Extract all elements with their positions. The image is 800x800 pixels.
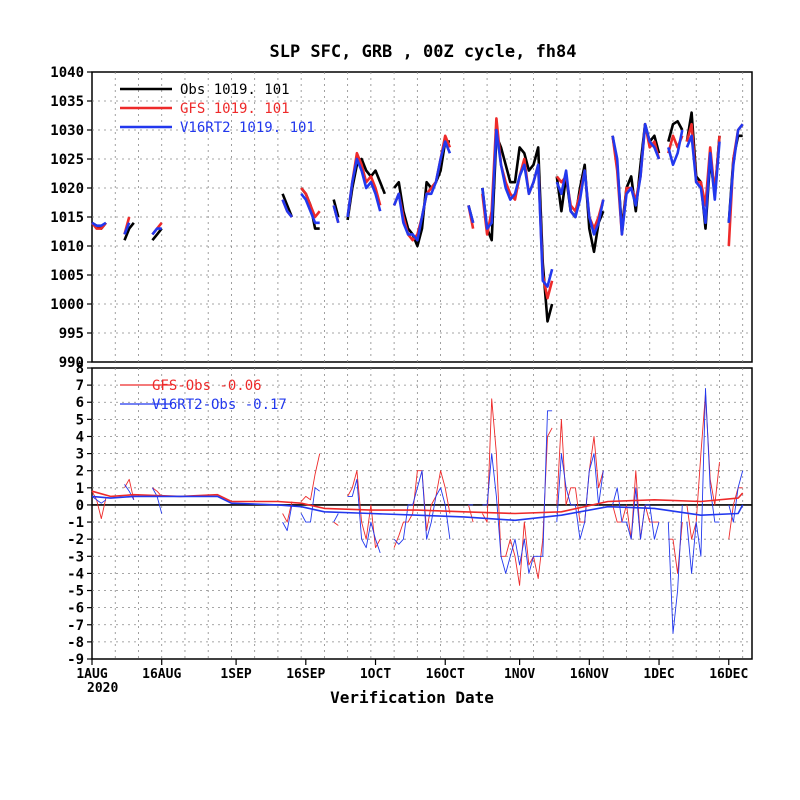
x-tick-label: 1AUG [76, 667, 107, 682]
legend-label: GFS 1019. 101 [180, 101, 290, 117]
series-line-gfs-obs [152, 487, 163, 497]
series-line-obs [332, 199, 340, 218]
series-line-v16rt2-obs [482, 410, 553, 574]
y-tick-label: -7 [67, 618, 84, 634]
y-tick-label: 990 [59, 355, 84, 371]
y-tick-label: 1 [76, 481, 84, 497]
legend-label: GFS-Obs -0.06 [152, 378, 262, 394]
y-tick-label: 1015 [50, 210, 84, 226]
series-line-v16rt2 [727, 123, 744, 223]
series-line-v16rt2-obs [300, 487, 320, 523]
y-tick-label: 4 [76, 429, 84, 445]
series-line-gfs-obs [468, 504, 474, 523]
x-axis: 1AUG 16AUG 1SEP 16SEP 1OCT 16OCT 1NOV 16NOV 1DEC… [76, 659, 748, 682]
x-tick-label: 16SEP [286, 667, 325, 682]
y-tick-label: 2 [76, 464, 84, 480]
y-tick-label: 5 [76, 412, 84, 428]
x-axis-label: Verification Date [330, 688, 494, 707]
series-line-gfs-obs [300, 453, 321, 502]
y-tick-label: 1010 [50, 239, 84, 255]
series-line-gfs-obs [124, 478, 135, 500]
series-line-v16rt2-obs-mean [91, 495, 744, 522]
y-tick-label: 1000 [50, 297, 84, 313]
series-line-v16rt2-obs [282, 504, 293, 532]
x-tick-label: 16NOV [570, 667, 609, 682]
y-tick-label: 0 [76, 498, 84, 514]
series-line-v16rt2 [685, 134, 721, 225]
series-line-obs [667, 120, 684, 142]
series-line-obs [123, 221, 135, 241]
series-line-v16rt2 [481, 128, 554, 288]
y-tick-label: 1005 [50, 268, 84, 284]
series-line-v16rt2-obs [612, 487, 660, 540]
x-tick-label: 1DEC [643, 667, 674, 682]
series-line-v16rt2-obs [686, 388, 720, 574]
x-tick-label: 1NOV [504, 667, 535, 682]
series-line-v16rt2 [392, 140, 452, 242]
series-line-gfs [300, 187, 321, 219]
y-tick-label: 3 [76, 447, 84, 463]
y-tick-label: 6 [76, 395, 84, 411]
y-tick-label: -5 [67, 584, 84, 600]
series-line-v16rt2 [332, 205, 340, 224]
legend-label: V16RT2 1019. 101 [180, 120, 315, 136]
x-tick-label: 1SEP [220, 667, 251, 682]
y-tick-label: -8 [67, 635, 84, 651]
y-tick-label: 7 [76, 378, 84, 394]
series-line-v16rt2-obs [333, 513, 339, 523]
series-line-v16rt2 [555, 169, 605, 236]
series-line-v16rt2-obs [667, 504, 683, 634]
series-line-v16rt2 [123, 222, 131, 235]
y-tick-label: -1 [67, 515, 84, 531]
plot-frame [91, 367, 753, 660]
series-line-v16rt2-obs [91, 496, 107, 504]
series-line-gfs-obs [347, 470, 381, 549]
x-tick-label: 16OCT [426, 667, 465, 682]
x-tick-label: 16AUG [142, 667, 181, 682]
series-line-v16rt2 [91, 221, 107, 227]
series-line-v16rt2-obs [393, 470, 451, 545]
series-line-obs [151, 227, 163, 242]
series-line-v16rt2-obs [556, 453, 604, 540]
y-tick-label: 1025 [50, 152, 84, 168]
series-line-gfs-obs [612, 470, 659, 540]
y-tick-label: -4 [67, 566, 84, 582]
y-tick-label: 1040 [50, 65, 84, 81]
y-tick-label: 1020 [50, 181, 84, 197]
y-tick-label: 1035 [50, 94, 84, 110]
legend-label: V16RT2-Obs -0.17 [152, 397, 287, 413]
series-line-gfs-obs [333, 521, 339, 526]
series-line-gfs-obs [91, 490, 107, 520]
y-tick-label: 8 [76, 361, 84, 377]
chart-title: SLP SFC, GRB , 00Z cycle, fh84 [269, 42, 576, 62]
series-line-v16rt2 [151, 227, 162, 236]
series-line-v16rt2 [346, 157, 382, 218]
y-tick-label: -3 [67, 549, 84, 565]
x-tick-label: 16DEC [709, 667, 748, 682]
legend-label: Obs 1019. 101 [180, 82, 290, 98]
y-tick-label: 1030 [50, 123, 84, 139]
y-tick-label: -2 [67, 532, 84, 548]
series-line-gfs-obs [482, 398, 553, 586]
series-line-v16rt2 [300, 192, 320, 225]
series-line-v16rt2 [667, 129, 684, 167]
y-tick-label: 995 [59, 326, 84, 342]
series-line-v16rt2 [467, 205, 475, 224]
y-tick-label: -9 [67, 652, 84, 668]
y-tick-label: -6 [67, 601, 84, 617]
series-line-gfs-obs [282, 501, 293, 523]
year-label: 2020 [87, 681, 118, 696]
series-line-v16rt2 [281, 199, 293, 218]
series-line-v16rt2-obs [347, 478, 381, 554]
series-line-v16rt2 [611, 122, 661, 236]
top-panel: 990 995 1000 1005 1010 1015 1020 1025 1030 1035 10… [50, 65, 753, 371]
series-line-gfs-obs [728, 487, 743, 540]
x-tick-label: 1OCT [360, 667, 391, 682]
